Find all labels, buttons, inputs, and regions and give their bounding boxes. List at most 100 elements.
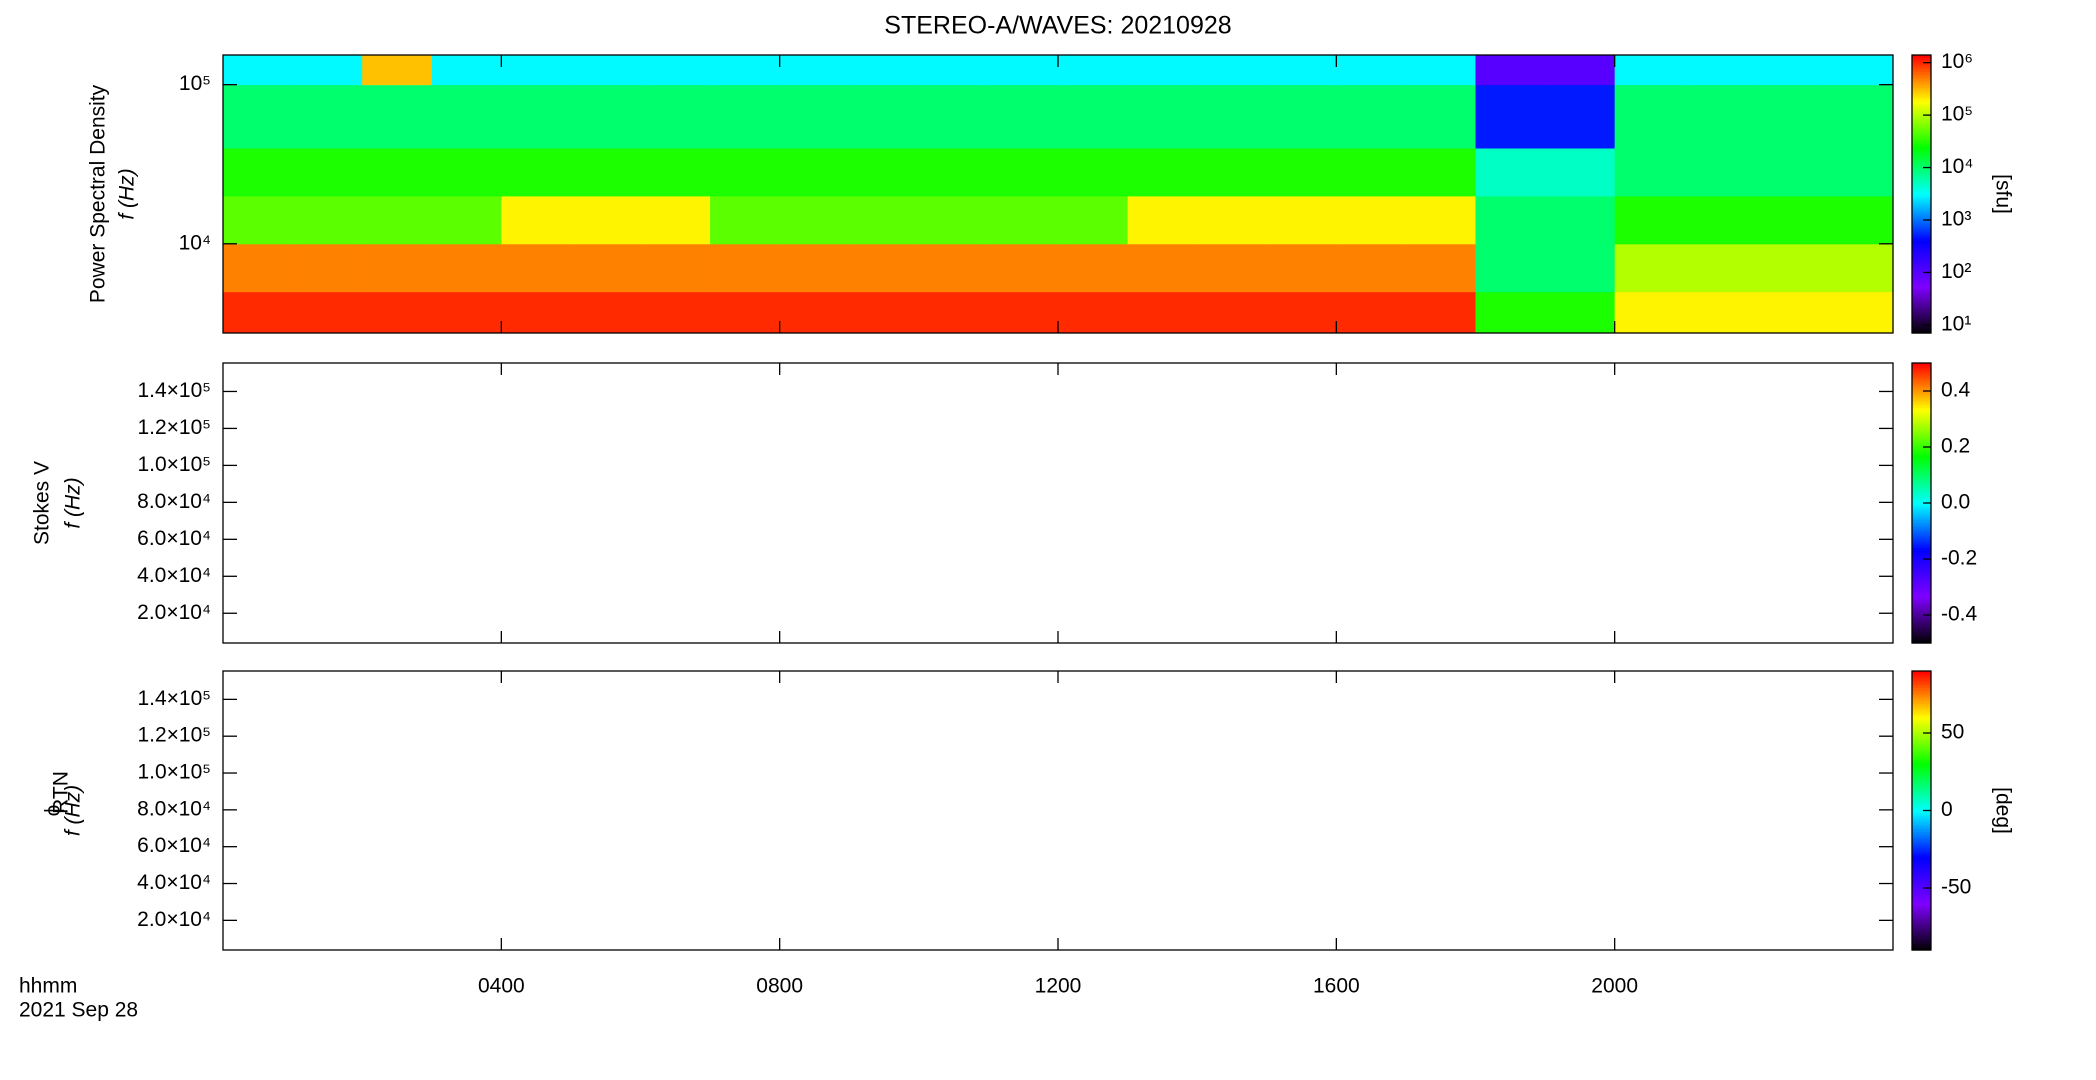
heatmap-cell [1475, 291, 1546, 334]
colorbar-segment [1912, 154, 1931, 158]
heatmap-cell [1545, 147, 1616, 197]
colorbar-segment [1912, 189, 1931, 193]
heatmap-cell [918, 195, 989, 245]
colorbar-segment [1912, 615, 1931, 618]
colorbar-segment [1912, 626, 1931, 630]
colorbar-segment [1912, 161, 1931, 165]
colorbar-segment [1912, 80, 1931, 84]
heatmap-cell [988, 147, 1059, 197]
colorbar-segment [1912, 426, 1931, 429]
colorbar-segment [1912, 210, 1931, 214]
colorbar-segment [1912, 61, 1931, 65]
colorbar-segment [1912, 270, 1931, 274]
colorbar-segment [1912, 512, 1931, 516]
y-tick-label: 8.0×10⁴ [137, 490, 211, 513]
colorbar-segment [1912, 503, 1931, 506]
colorbar-segment [1912, 244, 1931, 248]
colorbar-segment [1912, 622, 1931, 625]
colorbar-segment [1912, 140, 1931, 144]
heatmap-cell [1753, 243, 1824, 293]
colorbar-segment [1912, 789, 1931, 793]
colorbar-segment [1912, 671, 1931, 674]
heatmap-cell [1684, 84, 1755, 149]
colorbar-segment [1912, 177, 1931, 181]
heatmap-cell [431, 147, 502, 197]
heatmap-cell [1405, 291, 1476, 334]
colorbar-segment [1912, 738, 1931, 742]
heatmap-cell [918, 243, 989, 293]
heatmap-cell [1614, 291, 1685, 334]
colorbar-segment [1912, 794, 1931, 798]
heatmap-cell [640, 84, 711, 149]
colorbar-segment [1912, 861, 1931, 865]
colorbar-segment [1912, 896, 1931, 900]
colorbar-segment [1912, 173, 1931, 177]
heatmap-cell [849, 147, 920, 197]
heatmap-cell [292, 243, 363, 293]
colorbar-segment [1912, 854, 1931, 858]
heatmap-cell [1823, 243, 1894, 293]
colorbar-segment [1912, 682, 1931, 686]
colorbar-segment [1912, 931, 1931, 935]
colorbar-segment [1912, 859, 1931, 863]
colorbar-frame [1911, 54, 1932, 334]
colorbar-segment [1912, 272, 1931, 276]
colorbar-tick-label: 10³ [1941, 208, 1971, 231]
heatmap-cell [1197, 147, 1268, 197]
heatmap-cell [849, 84, 920, 149]
y-tick-label: 2.0×10⁴ [137, 601, 211, 624]
colorbar-segment [1912, 542, 1931, 546]
colorbar-segment [1912, 521, 1931, 525]
colorbar-segment [1912, 138, 1931, 142]
colorbar-segment [1912, 221, 1931, 225]
heatmap-cell [223, 195, 294, 245]
colorbar-segment [1912, 701, 1931, 705]
heatmap-cell [570, 291, 641, 334]
colorbar-segment [1912, 517, 1931, 520]
y-tick-label: 1.0×10⁵ [137, 761, 211, 784]
colorbar-segment [1912, 903, 1931, 907]
colorbar-segment [1912, 582, 1931, 586]
colorbar-segment [1912, 493, 1931, 497]
heatmap-cell [640, 243, 711, 293]
y-tick-label: 1.2×10⁵ [137, 724, 211, 747]
heatmap-cell [1197, 243, 1268, 293]
colorbar-segment [1912, 319, 1931, 323]
heatmap-cell [849, 55, 920, 86]
colorbar-segment [1912, 826, 1931, 830]
colorbar-segment [1912, 549, 1931, 553]
colorbar-segment [1912, 207, 1931, 211]
colorbar-segment [1912, 910, 1931, 914]
colorbar-segment [1912, 363, 1931, 366]
colorbar-segment [1912, 407, 1931, 411]
colorbar-segment [1912, 312, 1931, 316]
heatmap-cell [1753, 291, 1824, 334]
heatmap-cell [1127, 147, 1198, 197]
colorbar-segment [1912, 89, 1931, 93]
colorbar-segment [1912, 847, 1931, 851]
colorbar-segment [1912, 235, 1931, 239]
colorbar-segment [1912, 924, 1931, 928]
colorbar-segment [1912, 724, 1931, 728]
heatmap-cell [710, 55, 781, 86]
colorbar-segment [1912, 66, 1931, 70]
colorbar-segment [1912, 538, 1931, 541]
heatmap-cell [1545, 84, 1616, 149]
colorbar-segment [1912, 421, 1931, 425]
heatmap-cell [570, 243, 641, 293]
heatmap-cell [710, 195, 781, 245]
heatmap-cell [1684, 55, 1755, 86]
heatmap-cell [1336, 55, 1407, 86]
heatmap-cell [1684, 147, 1755, 197]
y-tick-label: 8.0×10⁴ [137, 797, 211, 820]
heatmap-cell [1614, 195, 1685, 245]
colorbar-segment [1912, 365, 1931, 369]
colorbar-segment [1912, 535, 1931, 539]
heatmap-cell [1405, 147, 1476, 197]
colorbar-segment [1912, 561, 1931, 565]
heatmap-cell [223, 291, 294, 334]
colorbar-segment [1912, 295, 1931, 299]
colorbar-segment [1912, 475, 1931, 478]
colorbar-segment [1912, 377, 1931, 380]
colorbar-segment [1912, 75, 1931, 79]
